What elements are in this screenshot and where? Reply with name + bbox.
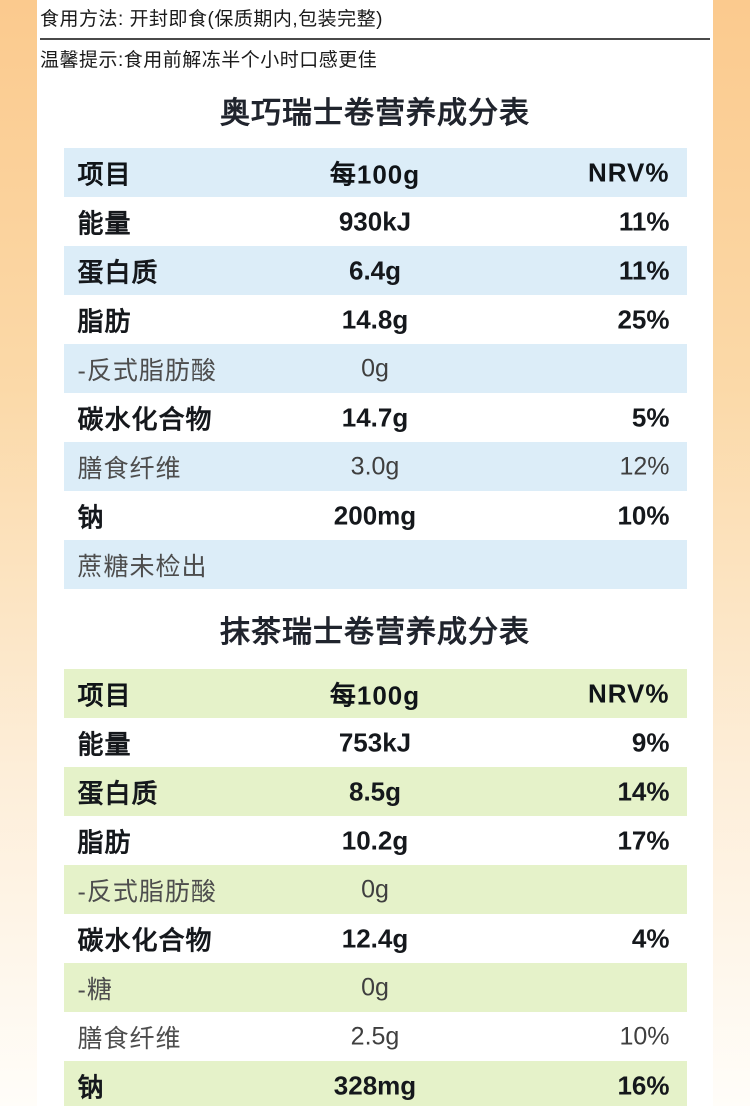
nutrition-row: 脂肪 14.8g 25% (63, 295, 687, 344)
nutrition-table-matcha-swiss-roll: 项目 每100g NRV% 能量 753kJ 9% 蛋白质 8.5g 14% 脂肪 10.2g 17%… (63, 669, 687, 1106)
nutrient-value: 328mg (333, 1070, 417, 1100)
nutrient-name: 脂肪 (77, 827, 132, 857)
tip-text: 温馨提示:食用前解冻半个小时口感更佳 (40, 50, 378, 71)
nutrient-value: 2.5g (350, 1022, 400, 1050)
table-header-row: 项目 每100g NRV% (63, 148, 687, 197)
nutrient-name: 碳水化合物 (77, 404, 213, 434)
nutrition-row: -糖 0g (63, 963, 687, 1012)
nutrition-row: 膳食纤维 3.0g 12% (63, 442, 687, 491)
nutrient-name: 蛋白质 (77, 257, 159, 287)
nutrition-row: 脂肪 10.2g 17% (63, 816, 687, 865)
nutrient-value: 3.0g (350, 452, 400, 480)
nutrient-nrv: 10% (617, 500, 670, 530)
header-item-label: 项目 (77, 680, 132, 710)
usage-info-section: 食用方法: 开封即食(保质期内,包装完整) 温馨提示:食用前解冻半个小时口感更佳 (37, 0, 713, 74)
nutrient-value: 0g (361, 973, 389, 1001)
nutrition-row: -反式脂肪酸 0g (63, 344, 687, 393)
nutrient-nrv: 5% (631, 402, 670, 432)
nutrition-row: 蛋白质 8.5g 14% (63, 767, 687, 816)
nutrition-row: 钠 328mg 16% (63, 1061, 687, 1106)
content-panel: 食用方法: 开封即食(保质期内,包装完整) 温馨提示:食用前解冻半个小时口感更佳… (37, 0, 713, 1106)
nutrition-row: 膳食纤维 2.5g 10% (63, 1012, 687, 1061)
nutrition-row: 碳水化合物 12.4g 4% (63, 914, 687, 963)
table-title-matcha-swiss-roll: 抹茶瑞士卷营养成分表 (220, 616, 530, 649)
nutrient-name: 钠 (77, 502, 105, 532)
header-nrv-label: NRV% (587, 157, 670, 187)
nutrient-nrv: 25% (617, 304, 670, 334)
nutrient-value: 14.8g (341, 304, 409, 334)
header-item-label: 项目 (77, 159, 132, 189)
nutrient-value: 930kJ (338, 206, 412, 236)
nutrition-row: 钠 200mg 10% (63, 491, 687, 540)
nutrient-nrv: 4% (631, 923, 670, 953)
nutrient-value: 10.2g (341, 825, 409, 855)
table-title-chocolate-swiss-roll: 奥巧瑞士卷营养成分表 (220, 97, 530, 130)
nutrient-value: 6.4g (348, 255, 402, 285)
nutrient-value: 8.5g (348, 776, 402, 806)
nutrition-row: 蔗糖未检出 (63, 540, 687, 589)
header-per100g-label: 每100g (329, 159, 421, 189)
nutrient-name: 能量 (77, 729, 132, 759)
nutrient-nrv: 10% (619, 1022, 670, 1050)
divider (40, 38, 710, 40)
nutrition-row: 碳水化合物 14.7g 5% (63, 393, 687, 442)
nutrient-name: 能量 (77, 208, 132, 238)
nutrient-value: 200mg (333, 500, 417, 530)
nutrient-value: 0g (361, 875, 389, 903)
nutrient-nrv: 12% (619, 452, 670, 480)
nutrient-name: 蛋白质 (77, 778, 159, 808)
header-nrv-label: NRV% (587, 678, 670, 708)
nutrient-nrv: 17% (617, 825, 670, 855)
nutrient-name: 蔗糖未检出 (77, 552, 208, 581)
nutrient-name: -糖 (77, 975, 113, 1004)
nutrient-name: -反式脂肪酸 (77, 877, 217, 906)
nutrient-name: 碳水化合物 (77, 925, 213, 955)
nutrient-nrv: 16% (617, 1070, 670, 1100)
nutrient-nrv: 14% (617, 776, 670, 806)
nutrient-value: 14.7g (341, 402, 409, 432)
nutrient-nrv: 11% (618, 255, 670, 285)
table-header-row: 项目 每100g NRV% (63, 669, 687, 718)
usage-instruction-text: 食用方法: 开封即食(保质期内,包装完整) (40, 9, 383, 30)
header-per100g-label: 每100g (329, 680, 421, 710)
nutrient-name: 脂肪 (77, 306, 132, 336)
nutrient-name: 膳食纤维 (77, 454, 182, 483)
nutrient-nrv: 11% (618, 206, 670, 236)
nutrient-name: 钠 (77, 1072, 105, 1102)
nutrition-row: 蛋白质 6.4g 11% (63, 246, 687, 295)
nutrient-value: 0g (361, 354, 389, 382)
nutrient-value: 753kJ (338, 727, 412, 757)
nutrition-row: 能量 930kJ 11% (63, 197, 687, 246)
nutrient-value: 12.4g (341, 923, 409, 953)
nutrition-row: -反式脂肪酸 0g (63, 865, 687, 914)
nutrient-name: 膳食纤维 (77, 1024, 182, 1053)
nutrition-table-chocolate-swiss-roll: 项目 每100g NRV% 能量 930kJ 11% 蛋白质 6.4g 11% 脂肪 14.8g 25… (63, 148, 687, 589)
nutrition-row: 能量 753kJ 9% (63, 718, 687, 767)
nutrient-nrv: 9% (631, 727, 670, 757)
nutrient-name: -反式脂肪酸 (77, 356, 217, 385)
